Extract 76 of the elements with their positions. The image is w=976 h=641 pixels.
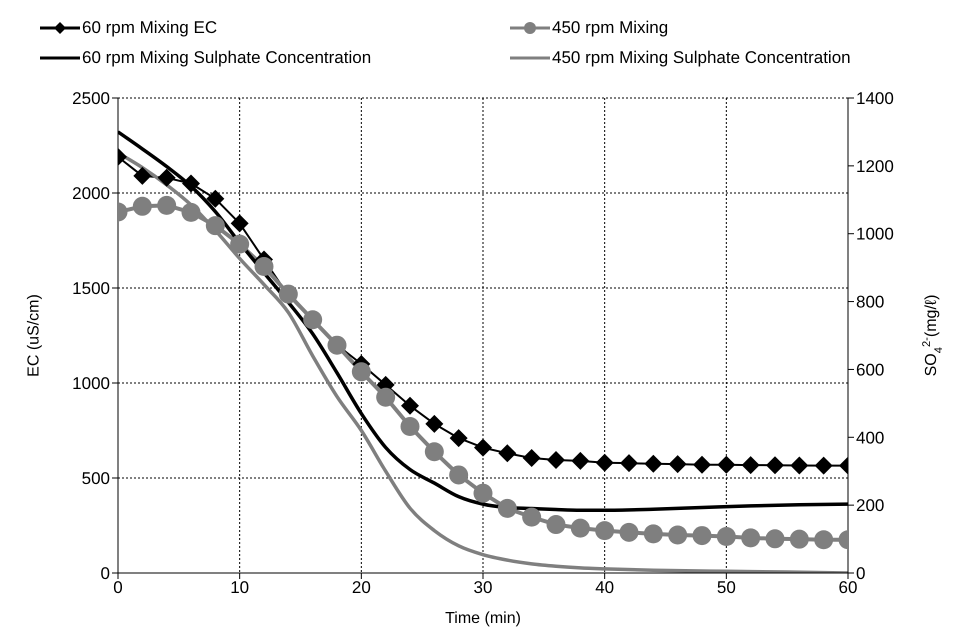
point: [376, 388, 396, 407]
y-tick-label: 2000: [72, 184, 110, 204]
point: [644, 524, 663, 544]
y-tick-label: 1000: [72, 374, 110, 394]
point: [790, 456, 808, 474]
y-tick-label: 0: [100, 564, 110, 584]
point: [400, 417, 420, 436]
point: [668, 526, 688, 544]
x-tick-label: 40: [595, 578, 614, 598]
point: [254, 257, 274, 276]
point: [133, 166, 152, 185]
point: [182, 202, 200, 222]
point: [766, 529, 784, 548]
point: [668, 455, 687, 474]
y-tick-label: 500: [82, 469, 110, 488]
point: [717, 456, 736, 474]
legend-label: 450 rpm Mixing Sulphate Concentration: [552, 48, 851, 68]
point: [547, 450, 565, 469]
legend-label: 450 rpm Mixing: [552, 18, 668, 38]
point: [741, 528, 760, 548]
point: [206, 216, 225, 236]
point: [474, 438, 492, 457]
legend-label: 60 rpm Mixing Sulphate Concentration: [82, 48, 372, 68]
point: [814, 530, 834, 550]
point: [157, 196, 176, 215]
point: [790, 530, 809, 549]
point: [182, 174, 200, 192]
point: [450, 429, 468, 448]
x-axis-title: Time (min): [445, 610, 521, 627]
y2-tick-label: 800: [856, 292, 884, 312]
legend-label: 60 rpm Mixing EC: [82, 18, 218, 38]
point: [498, 498, 517, 518]
y2-tick-label: 600: [856, 360, 884, 380]
point: [742, 456, 760, 474]
y2-tick-label: 0: [856, 564, 866, 584]
point: [474, 484, 492, 503]
x-tick-label: 0: [113, 578, 123, 598]
point: [766, 456, 784, 474]
y-tick-label: 1500: [72, 279, 110, 298]
point: [401, 396, 419, 415]
point: [692, 526, 712, 546]
point: [206, 190, 224, 208]
y2-tick-label: 1000: [856, 224, 894, 244]
point: [425, 414, 444, 433]
point: [498, 444, 516, 462]
point: [570, 518, 590, 538]
point: [620, 522, 638, 542]
point: [132, 196, 152, 216]
point: [546, 515, 566, 534]
x-tick-label: 60: [838, 578, 858, 598]
point: [596, 454, 614, 472]
point: [571, 452, 590, 470]
point: [449, 465, 468, 484]
y2-tick-label: 400: [856, 428, 884, 448]
x-tick-label: 10: [230, 578, 250, 598]
point: [716, 527, 736, 546]
point: [644, 454, 662, 473]
x-tick-label: 50: [716, 578, 736, 598]
point: [230, 234, 250, 254]
point: [620, 454, 638, 472]
y-tick-label: 2500: [72, 89, 110, 108]
y-axis-title: EC (uS/cm): [26, 294, 43, 377]
point: [522, 508, 542, 527]
point: [352, 362, 371, 382]
y2-tick-label: 200: [856, 496, 884, 516]
point: [693, 456, 711, 474]
point: [814, 456, 833, 475]
x-tick-label: 20: [352, 578, 371, 598]
point: [230, 214, 249, 232]
y2-tick-label: 1400: [856, 89, 894, 108]
point: [522, 449, 541, 468]
point: [158, 168, 176, 187]
point: [424, 442, 444, 462]
y2-tick-label: 1200: [856, 156, 894, 176]
x-tick-label: 30: [474, 578, 492, 598]
point: [595, 521, 614, 540]
